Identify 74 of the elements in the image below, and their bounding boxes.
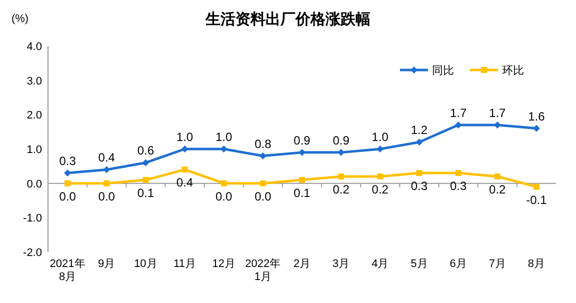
x-tick-label: 2月 — [293, 258, 311, 270]
point — [64, 180, 71, 186]
point — [377, 173, 384, 180]
data-label: 1.2 — [410, 123, 428, 138]
data-label: -0.1 — [526, 192, 548, 207]
data-label: 0.1 — [137, 186, 154, 200]
chart-title: 生活资料出厂价格涨跌幅 — [204, 11, 370, 28]
x-tick-label: 5月 — [410, 258, 428, 270]
point — [494, 173, 500, 180]
point — [299, 176, 305, 183]
y-tick-label: -2.0 — [23, 247, 42, 259]
point — [455, 170, 462, 176]
x-tick-label: 9月 — [98, 258, 116, 270]
y-tick-label: 1.0 — [26, 144, 42, 156]
x-tick-label: 10月 — [134, 258, 158, 270]
data-label: 0.6 — [137, 144, 154, 158]
data-label: 0.1 — [294, 186, 311, 200]
point — [338, 148, 345, 156]
point — [142, 176, 149, 183]
x-tick-label: 2022年 1月 — [245, 258, 281, 283]
data-label: 1.0 — [372, 130, 389, 144]
data-label: 0.3 — [59, 154, 76, 168]
data-label: 0.0 — [98, 189, 116, 204]
data-label: 0.8 — [254, 136, 272, 151]
y-axis-title: (%) — [11, 13, 29, 25]
data-label: 1.0 — [216, 130, 233, 144]
point — [220, 146, 228, 152]
data-label: 1.7 — [489, 106, 506, 120]
x-tick-label: 12月 — [212, 258, 236, 270]
data-label: 0.0 — [254, 189, 272, 204]
data-label: 0.2 — [372, 182, 389, 196]
point — [259, 152, 266, 160]
point — [376, 146, 384, 152]
point — [260, 180, 266, 186]
y-tick-label: 0.0 — [26, 178, 42, 190]
x-tick-label: 2021年 8月 — [50, 258, 86, 283]
point — [103, 166, 110, 174]
point — [220, 180, 227, 186]
data-label: 0.0 — [59, 189, 76, 204]
point — [416, 170, 422, 176]
data-label: 0.3 — [450, 179, 467, 194]
point — [104, 180, 110, 186]
y-tick-label: 3.0 — [26, 75, 42, 88]
data-label: 1.7 — [450, 106, 467, 120]
point — [454, 121, 462, 128]
point — [416, 138, 423, 146]
x-tick-label: 11月 — [174, 258, 196, 270]
data-label: 0.9 — [294, 133, 311, 148]
x-tick-label: 4月 — [372, 258, 389, 270]
legend-label: 环比 — [502, 64, 524, 77]
x-tick-label: 3月 — [332, 258, 350, 270]
legend-label: 同比 — [432, 64, 454, 77]
y-tick-label: -1.0 — [23, 212, 42, 225]
x-tick-label: 7月 — [488, 258, 506, 270]
data-label: 0.9 — [332, 133, 350, 148]
point — [338, 173, 344, 180]
data-label: 0.2 — [489, 182, 506, 196]
y-tick-label: 4.0 — [26, 41, 42, 53]
x-tick-label: 6月 — [450, 258, 467, 270]
point — [532, 124, 540, 132]
point — [298, 148, 306, 156]
data-label: 1.0 — [176, 130, 194, 144]
data-label: 0.4 — [176, 176, 194, 190]
x-tick-label: 8月 — [528, 258, 546, 270]
point — [533, 184, 540, 190]
point — [181, 146, 188, 152]
point — [182, 166, 188, 173]
data-label: 0.2 — [332, 182, 350, 196]
data-label: 0.3 — [410, 179, 428, 194]
data-label: 0.0 — [216, 189, 233, 204]
data-label: 1.6 — [528, 109, 546, 124]
y-tick-label: 2.0 — [26, 110, 42, 122]
point — [142, 159, 150, 166]
data-label: 0.4 — [98, 150, 116, 165]
